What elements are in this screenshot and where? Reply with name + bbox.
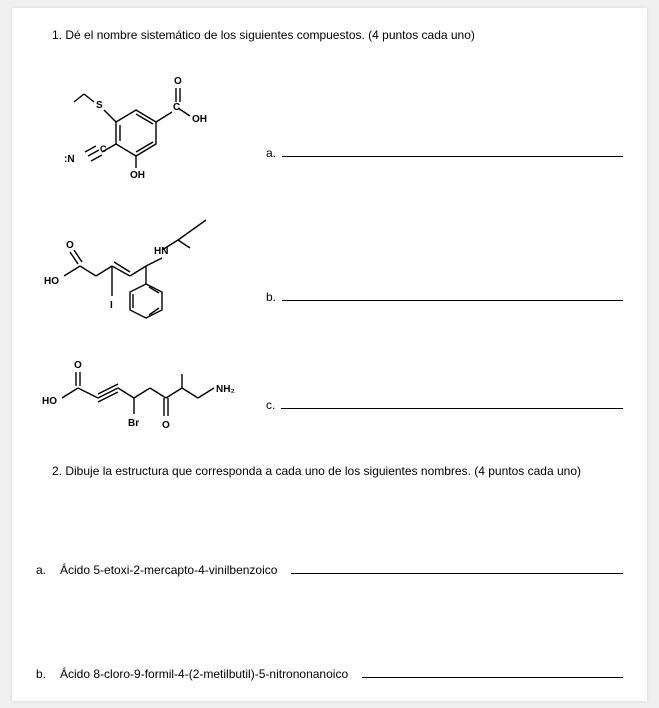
underline-b [282,300,623,301]
label-Br: Br [128,418,139,429]
draw-row-b: b. Ácido 8-cloro-9-formil-4-(2-metilbuti… [36,667,623,681]
draw-label-b: b. [36,667,46,681]
question2-heading: 2. Dibuje la estructura que corresponda … [52,464,623,478]
structure-row-c: HO O Br O NH₂ c. [36,340,623,450]
answer-line-a: a. [266,146,623,182]
label-S: S [96,100,103,111]
chem-structure-c: HO O Br O NH₂ [36,340,266,450]
structure-row-a: S O C OH OH :N C a. [36,52,623,182]
draw-underline-a [291,573,623,574]
label-C: C [173,102,180,113]
answer-line-c: c. [266,398,623,450]
label-I: I [110,300,113,311]
underline-c [281,408,623,409]
worksheet-page: 1. Dé el nombre sistemático de los sigui… [12,8,647,701]
draw-text-b: Ácido 8-cloro-9-formil-4-(2-metilbutil)-… [60,667,348,681]
draw-underline-b [362,677,623,678]
chem-structure-b: O HO HN I [36,196,266,326]
structure-row-b: O HO HN I b. [36,196,623,326]
label-OH: OH [192,114,207,125]
answer-line-b: b. [266,290,623,326]
answer-label-a: a. [266,146,276,160]
label-Ctriple: C [100,144,107,154]
draw-row-a: a. Ácido 5-etoxi-2-mercapto-4-vinilbenzo… [36,563,623,577]
draw-label-a: a. [36,563,46,577]
label-HOc: HO [42,396,57,407]
underline-a [282,156,623,157]
chem-structure-a: S O C OH OH :N C [36,52,266,182]
draw-text-a: Ácido 5-etoxi-2-mercapto-4-vinilbenzoico [60,563,277,577]
answer-label-c: c. [266,398,275,412]
label-O2: O [162,420,170,431]
label-HN: HN [154,246,168,257]
spacer [36,577,623,667]
question1-heading: 1. Dé el nombre sistemático de los sigui… [52,28,623,42]
label-HO: HO [44,276,59,287]
label-O: O [174,76,182,87]
label-OH2: OH [130,170,145,181]
label-Ob: O [66,240,74,251]
label-N: :N [64,154,75,165]
answer-label-b: b. [266,290,276,304]
label-NH2: NH₂ [216,384,235,395]
label-O1: O [74,360,82,371]
